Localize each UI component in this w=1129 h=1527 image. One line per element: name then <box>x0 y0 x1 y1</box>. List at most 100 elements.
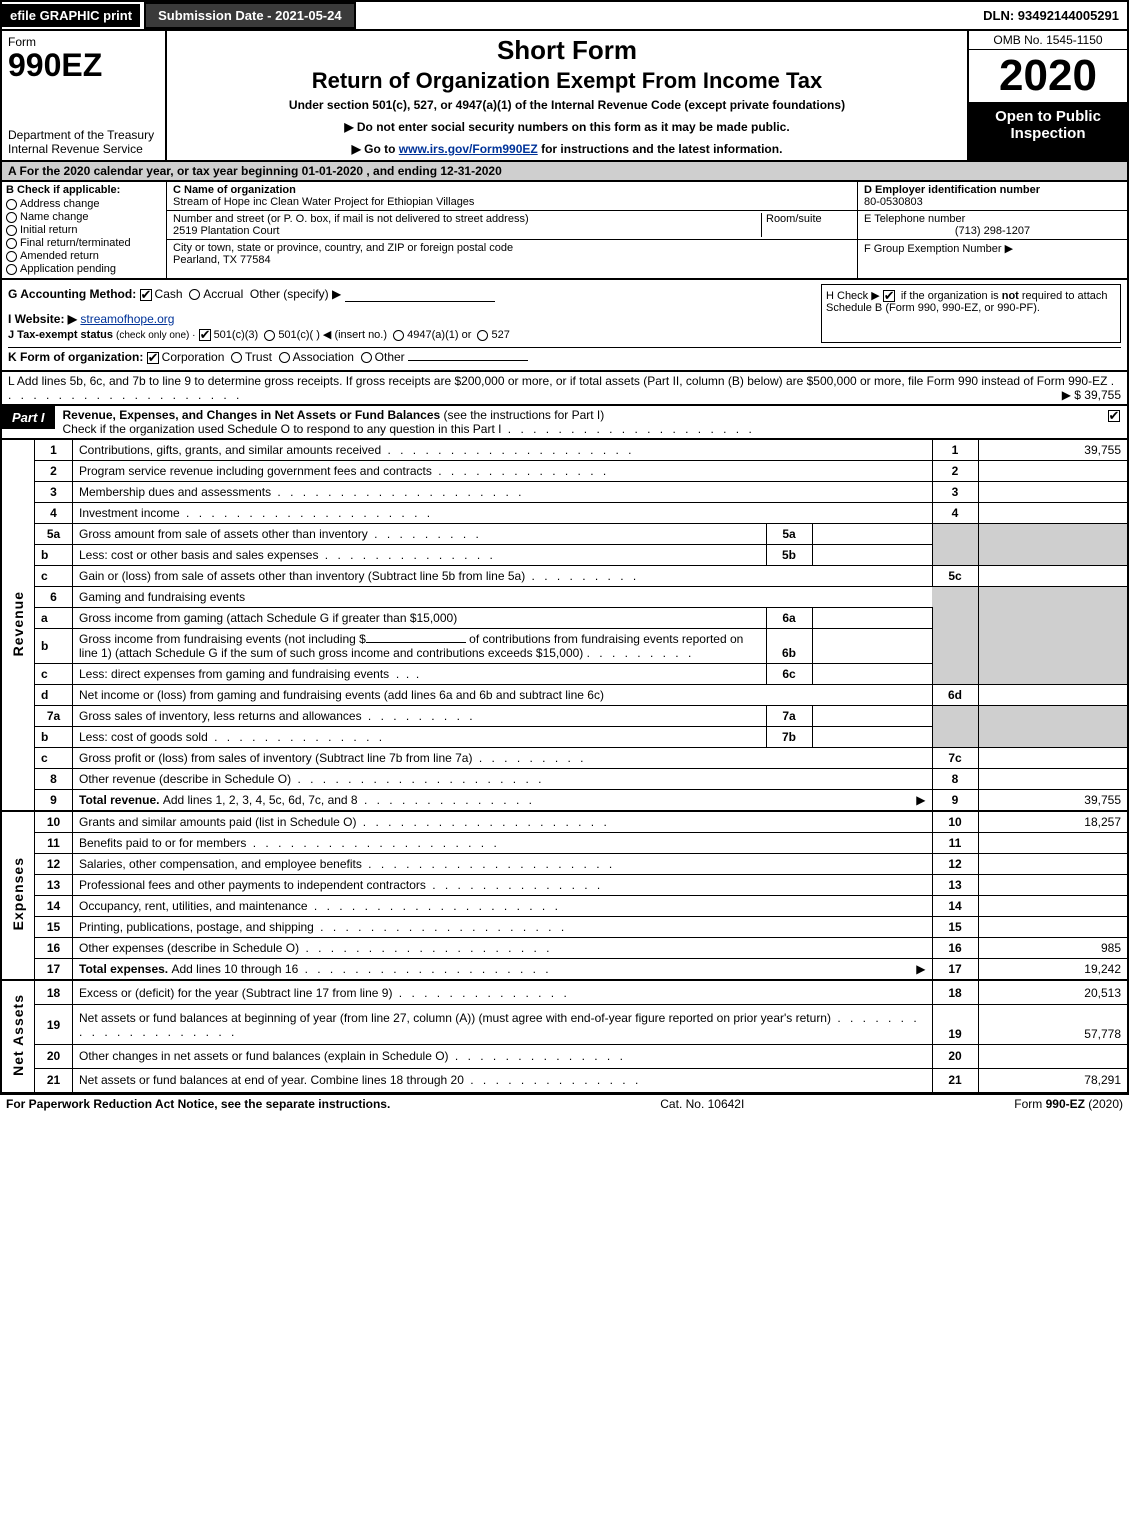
city-label: City or town, state or province, country… <box>173 242 513 254</box>
row-19-num: 19 <box>35 1005 73 1045</box>
meta-block: G Accounting Method: Cash Accrual Other … <box>0 280 1129 372</box>
row-2-num: 2 <box>35 461 73 482</box>
row-10-rn: 10 <box>932 811 978 833</box>
other-specify-input[interactable] <box>345 286 495 302</box>
row-13-num: 13 <box>35 875 73 896</box>
row-5a-mid: 5a <box>766 524 812 545</box>
row-7a-mid: 7a <box>766 706 812 727</box>
row-6d-desc: Net income or (loss) from gaming and fun… <box>73 685 933 706</box>
header-right: OMB No. 1545-1150 2020 Open to Public In… <box>967 31 1127 160</box>
row-13-desc: Professional fees and other payments to … <box>73 875 933 896</box>
chk-accrual[interactable] <box>189 289 200 300</box>
chk-initial-return[interactable]: Initial return <box>6 224 162 236</box>
chk-other-org[interactable] <box>361 352 372 363</box>
chk-501c[interactable] <box>264 330 275 341</box>
website-link[interactable]: streamofhope.org <box>80 312 174 326</box>
org-name: Stream of Hope inc Clean Water Project f… <box>173 196 474 208</box>
group-exemption-label: F Group Exemption Number ▶ <box>864 243 1013 255</box>
phone-value: (713) 298-1207 <box>955 225 1030 237</box>
top-bar: efile GRAPHIC print Submission Date - 20… <box>0 0 1129 31</box>
line-l: L Add lines 5b, 6c, and 7b to line 9 to … <box>0 372 1129 406</box>
revenue-section-label: Revenue <box>1 440 35 811</box>
chk-application-pending[interactable]: Application pending <box>6 263 162 275</box>
row-9-desc: Total revenue. Add lines 1, 2, 3, 4, 5c,… <box>73 790 933 812</box>
row-14-amt <box>978 896 1128 917</box>
chk-final-return[interactable]: Final return/terminated <box>6 237 162 249</box>
row-19-amt: 57,778 <box>978 1005 1128 1045</box>
h-prefix: H Check ▶ <box>826 290 883 302</box>
page-footer: For Paperwork Reduction Act Notice, see … <box>0 1094 1129 1113</box>
row-11-num: 11 <box>35 833 73 854</box>
row-7c-rn: 7c <box>932 748 978 769</box>
row-5a-midval <box>812 524 932 545</box>
chk-trust[interactable] <box>231 352 242 363</box>
row-6d-amt <box>978 685 1128 706</box>
row-18-amt: 20,513 <box>978 980 1128 1005</box>
row-6b-midval <box>812 629 932 664</box>
row-15-desc: Printing, publications, postage, and shi… <box>73 917 933 938</box>
row-3-rn: 3 <box>932 482 978 503</box>
row-6-amt-shade <box>978 587 1128 685</box>
row-3-amt <box>978 482 1128 503</box>
row-6b-desc: Gross income from fundraising events (no… <box>73 629 767 664</box>
row-2-desc: Program service revenue including govern… <box>73 461 933 482</box>
row-15-amt <box>978 917 1128 938</box>
row-17-desc: Total expenses. Add lines 10 through 16▶ <box>73 959 933 981</box>
part1-badge: Part I <box>2 406 55 429</box>
row-21-desc: Net assets or fund balances at end of ye… <box>73 1068 933 1093</box>
chk-4947[interactable] <box>393 330 404 341</box>
section-b: B Check if applicable: Address change Na… <box>2 182 167 278</box>
org-name-row: C Name of organization Stream of Hope in… <box>167 182 857 211</box>
row-6-num: 6 <box>35 587 73 608</box>
row-7c-amt <box>978 748 1128 769</box>
opt-association: Association <box>293 350 354 364</box>
chk-527[interactable] <box>477 330 488 341</box>
row-16-rn: 16 <box>932 938 978 959</box>
opt-527: 527 <box>491 329 509 341</box>
expenses-section-label: Expenses <box>1 811 35 980</box>
city-row: City or town, state or province, country… <box>167 240 857 268</box>
chk-schedule-b-not-required[interactable] <box>883 290 895 302</box>
part1-header: Part I Revenue, Expenses, and Changes in… <box>0 406 1129 440</box>
row-1-num: 1 <box>35 440 73 461</box>
ssn-note: ▶ Do not enter social security numbers o… <box>175 120 959 134</box>
row-20-desc: Other changes in net assets or fund bala… <box>73 1044 933 1068</box>
row-1-amt: 39,755 <box>978 440 1128 461</box>
chk-association[interactable] <box>279 352 290 363</box>
row-6-rn-shade <box>932 587 978 685</box>
irs-link[interactable]: www.irs.gov/Form990EZ <box>399 142 538 156</box>
row-6a-midval <box>812 608 932 629</box>
row-7c-desc: Gross profit or (loss) from sales of inv… <box>73 748 933 769</box>
return-title: Return of Organization Exempt From Incom… <box>175 68 959 94</box>
row-6d-rn: 6d <box>932 685 978 706</box>
efile-print-button[interactable]: efile GRAPHIC print <box>2 4 140 27</box>
row-6b-mid: 6b <box>766 629 812 664</box>
part1-schedule-o-checkbox[interactable] <box>1103 406 1127 422</box>
section-d: D Employer identification number 80-0530… <box>858 182 1127 211</box>
catalog-number: Cat. No. 10642I <box>660 1097 744 1111</box>
row-21-num: 21 <box>35 1068 73 1093</box>
street-value: 2519 Plantation Court <box>173 225 279 237</box>
submission-date-badge: Submission Date - 2021-05-24 <box>144 2 356 29</box>
line-l-text: L Add lines 5b, 6c, and 7b to line 9 to … <box>8 374 1107 388</box>
row-6a-desc: Gross income from gaming (attach Schedul… <box>73 608 767 629</box>
h-not: not <box>1002 290 1019 302</box>
header-left: Form 990EZ Department of the Treasury In… <box>2 31 167 160</box>
open-to-public-badge: Open to Public Inspection <box>969 102 1127 160</box>
section-b-label: B Check if applicable: <box>6 184 162 196</box>
street-row: Number and street (or P. O. box, if mail… <box>167 211 857 240</box>
goto-note: ▶ Go to www.irs.gov/Form990EZ for instru… <box>175 142 959 156</box>
chk-amended-return[interactable]: Amended return <box>6 250 162 262</box>
chk-501c3[interactable] <box>199 329 211 341</box>
row-17-num: 17 <box>35 959 73 981</box>
chk-corporation[interactable] <box>147 352 159 364</box>
chk-cash[interactable] <box>140 289 152 301</box>
row-14-rn: 14 <box>932 896 978 917</box>
header-center: Short Form Return of Organization Exempt… <box>167 31 967 160</box>
chk-address-change[interactable]: Address change <box>6 198 162 210</box>
row-17-amt: 19,242 <box>978 959 1128 981</box>
row-9-rn: 9 <box>932 790 978 812</box>
sections-d-e-f: D Employer identification number 80-0530… <box>857 182 1127 278</box>
row-7b-midval <box>812 727 932 748</box>
chk-name-change[interactable]: Name change <box>6 211 162 223</box>
